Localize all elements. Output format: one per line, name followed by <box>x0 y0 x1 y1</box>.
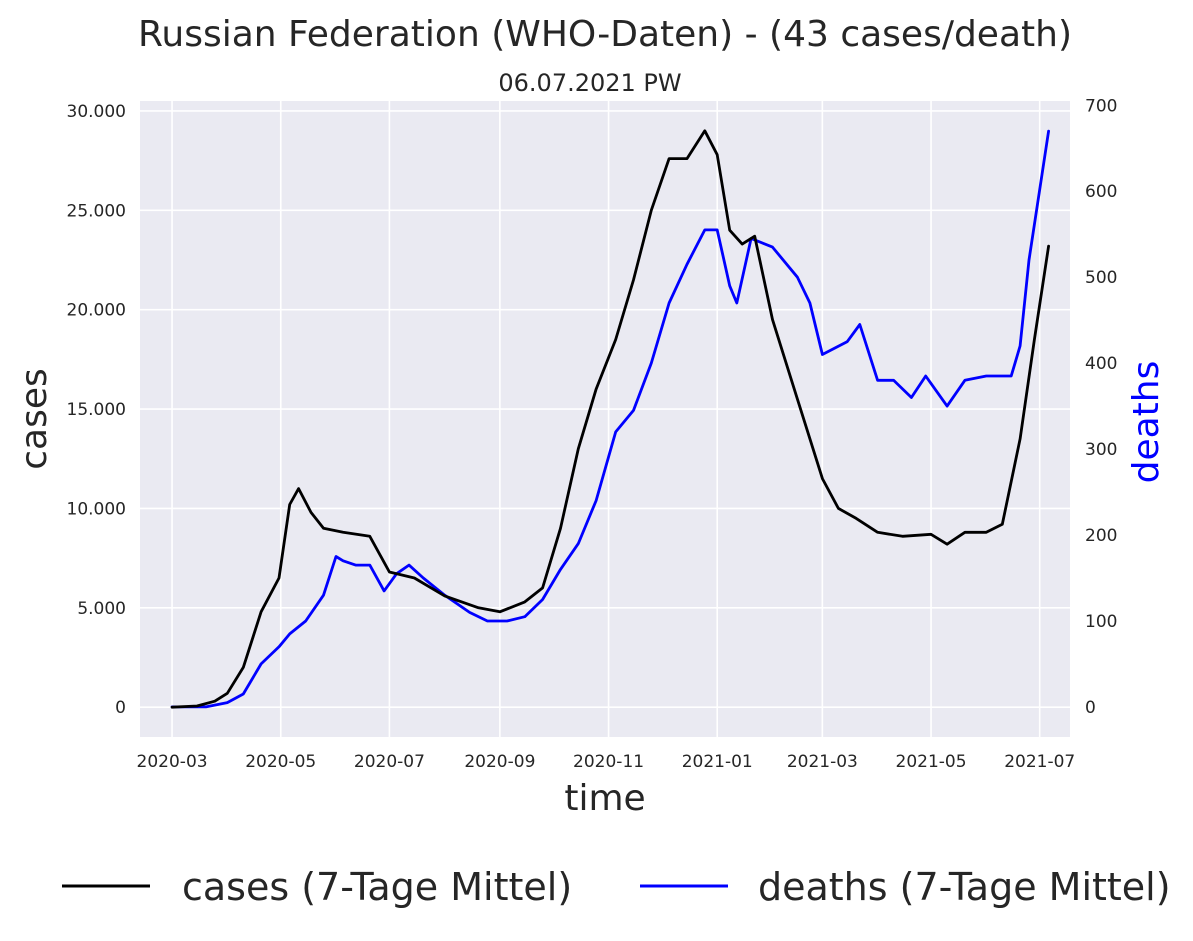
y-right-tick-label: 400 <box>1085 354 1117 374</box>
x-tick-label: 2021-01 <box>682 752 753 772</box>
y-axis-label-left: cases <box>14 368 55 470</box>
y-left-tick-labels: 0 5.000 10.000 15.000 20.000 25.000 30.000 <box>67 102 126 718</box>
x-tick-label: 2020-05 <box>245 752 316 772</box>
y-left-tick-label: 25.000 <box>67 201 126 221</box>
x-tick-label: 2020-03 <box>137 752 208 772</box>
x-tick-label: 2020-07 <box>354 752 425 772</box>
cases-series-line <box>170 129 1050 709</box>
y-left-tick-label: 10.000 <box>67 499 126 519</box>
y-axis-label-right: deaths <box>1126 361 1167 484</box>
y-right-tick-label: 600 <box>1085 182 1117 202</box>
y-right-tick-label: 700 <box>1085 96 1117 116</box>
y-right-tick-label: 300 <box>1085 440 1117 460</box>
legend-label-deaths: deaths (7-Tage Mittel) <box>758 865 1171 909</box>
y-left-tick-label: 5.000 <box>77 599 126 619</box>
x-tick-label: 2021-03 <box>787 752 858 772</box>
y-right-tick-label: 200 <box>1085 526 1117 546</box>
legend-label-cases: cases (7-Tage Mittel) <box>182 865 572 909</box>
x-tick-label: 2020-11 <box>573 752 644 772</box>
y-right-tick-labels: 0 100 200 300 400 500 600 700 <box>1085 96 1117 718</box>
y-right-tick-label: 100 <box>1085 612 1117 632</box>
legend: cases (7-Tage Mittel) deaths (7-Tage Mit… <box>62 865 1171 909</box>
y-right-tick-label: 0 <box>1085 698 1096 718</box>
x-tick-labels: 2020-03 2020-05 2020-07 2020-09 2020-11 2021-… <box>137 752 1076 772</box>
x-axis-label: time <box>564 778 645 819</box>
chart-subtitle: 06.07.2021 PW <box>498 69 681 97</box>
y-left-tick-label: 30.000 <box>67 102 126 122</box>
y-left-tick-label: 0 <box>115 698 126 718</box>
y-right-tick-label: 500 <box>1085 268 1117 288</box>
y-left-tick-label: 15.000 <box>67 400 126 420</box>
x-tick-label: 2021-07 <box>1004 752 1075 772</box>
series-group <box>170 129 1050 709</box>
deaths-series-line <box>170 129 1050 709</box>
x-tick-label: 2021-05 <box>896 752 967 772</box>
chart-title: Russian Federation (WHO-Daten) - (43 cas… <box>138 14 1072 55</box>
y-left-tick-label: 20.000 <box>67 301 126 321</box>
grid-lines <box>140 101 1070 737</box>
x-tick-label: 2020-09 <box>464 752 535 772</box>
